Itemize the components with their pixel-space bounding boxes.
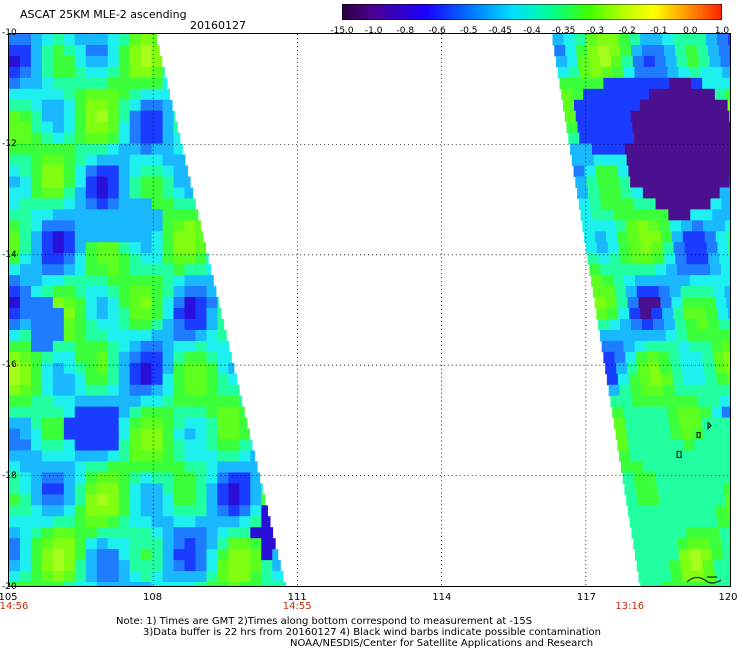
colorbar-tick: -0.8 xyxy=(396,26,415,36)
coastline xyxy=(707,421,712,430)
coastline xyxy=(696,432,701,439)
x-tick-label: 105 xyxy=(0,592,18,603)
coastline xyxy=(676,450,682,458)
colorbar-tick: -0.1 xyxy=(649,26,668,36)
x-tick-label: 114 xyxy=(432,592,452,603)
note-line-3: NOAA/NESDIS/Center for Satellite Applica… xyxy=(290,638,594,649)
colorbar-tick: -0.4 xyxy=(523,26,541,36)
colorbar-tick: -0.6 xyxy=(428,26,446,36)
y-tick-label: -12 xyxy=(2,138,17,149)
y-tick-label: -18 xyxy=(2,471,17,482)
x-tick-label: 117 xyxy=(576,592,596,603)
colorbar xyxy=(342,4,722,20)
colorbar-tick: -1.0 xyxy=(364,26,383,36)
colorbar-tick: -0.35 xyxy=(552,26,576,36)
colorbar-tick: -0.3 xyxy=(586,26,605,36)
colorbar-tick: 0.0 xyxy=(683,26,698,36)
colorbar-tick: 1.0 xyxy=(714,26,730,36)
coastline xyxy=(686,577,722,584)
y-tick-label: -16 xyxy=(2,360,17,371)
x-tick-label: 111 xyxy=(287,592,307,603)
map-plot-area xyxy=(8,33,731,587)
x-tick-label: 108 xyxy=(143,592,163,603)
map-title: ASCAT 25KM MLE-2 ascending xyxy=(20,8,187,21)
map-date: 20160127 xyxy=(190,19,246,32)
colorbar-tick: -0.2 xyxy=(618,26,636,36)
swath-time-label: 14:56 xyxy=(0,601,29,612)
colorbar-tick: -0.45 xyxy=(488,26,512,36)
x-tick-label: 120 xyxy=(718,592,738,603)
colorbar-tick: -0.5 xyxy=(459,26,478,36)
y-tick-label: -10 xyxy=(2,28,17,38)
swath-time-label: 13:16 xyxy=(615,601,645,612)
y-tick-label: -20 xyxy=(2,582,17,592)
colorbar-tick: -15.0 xyxy=(330,26,354,36)
note-line-2: 3)Data buffer is 22 hrs from 20160127 4)… xyxy=(143,627,601,638)
y-tick-label: -14 xyxy=(2,249,17,260)
swath-time-label: 14:55 xyxy=(282,601,312,612)
note-line-1: Note: 1) Times are GMT 2)Times along bot… xyxy=(116,616,533,627)
